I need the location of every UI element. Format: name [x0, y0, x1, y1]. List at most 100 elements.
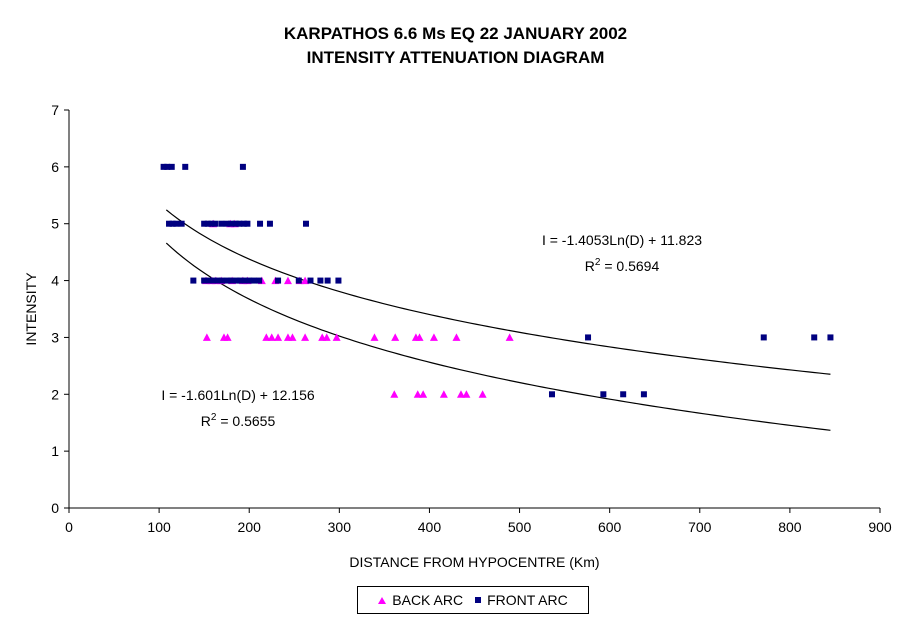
- front-arc-point: [233, 277, 240, 284]
- front-arc-point: [620, 391, 627, 398]
- front-arc-point: [160, 163, 167, 170]
- back-arc-point: [202, 333, 211, 341]
- y-tick-label: 1: [51, 443, 59, 459]
- front-arc-point: [257, 220, 264, 227]
- y-tick-label: 5: [51, 216, 59, 232]
- back-arc-point: [223, 333, 232, 341]
- back-arc-point: [439, 390, 448, 398]
- back-arc-point: [419, 390, 428, 398]
- front-arc-point: [166, 220, 173, 227]
- chart-title: KARPATHOS 6.6 Ms EQ 22 JANUARY 2002: [283, 24, 628, 43]
- legend-item-back-arc: BACK ARC: [378, 592, 463, 608]
- front-arc-point: [211, 220, 218, 227]
- y-tick-label: 7: [51, 102, 59, 118]
- trendline-2: [165, 242, 831, 431]
- front-arc-point: [302, 220, 309, 227]
- front-arc-trend-equation: I = -1.4053Ln(D) + 11.823: [542, 232, 702, 248]
- back-arc-trend-r-squared: R2 = 0.5655: [201, 412, 276, 429]
- x-tick-label: 0: [65, 519, 73, 535]
- back-arc-point: [370, 333, 379, 341]
- x-tick-label: 700: [688, 519, 712, 535]
- back-arc-point: [332, 333, 341, 341]
- front-arc-point: [244, 220, 251, 227]
- x-tick-label: 500: [508, 519, 532, 535]
- x-tick-label: 600: [598, 519, 622, 535]
- front-arc-point: [256, 277, 263, 284]
- back-arc-point: [322, 333, 331, 341]
- back-arc-point: [456, 390, 465, 398]
- front-arc-point: [317, 277, 324, 284]
- back-arc-point: [267, 333, 276, 341]
- y-tick-label: 2: [51, 386, 59, 402]
- front-arc-point: [205, 277, 212, 284]
- front-arc-point: [178, 220, 185, 227]
- back-arc-point: [262, 333, 271, 341]
- y-tick-label: 6: [51, 159, 59, 175]
- front-arc-point: [168, 163, 175, 170]
- front-arc-point: [232, 220, 239, 227]
- front-arc-point: [250, 277, 257, 284]
- legend: BACK ARC FRONT ARC: [357, 586, 589, 614]
- x-tick-label: 400: [418, 519, 442, 535]
- front-arc-point: [173, 220, 180, 227]
- back-arc-point: [390, 390, 399, 398]
- triangle-marker-icon: [378, 596, 387, 604]
- front-arc-point: [827, 334, 834, 341]
- front-arc-point: [236, 220, 243, 227]
- front-arc-point: [201, 277, 208, 284]
- front-arc-point: [811, 334, 818, 341]
- front-arc-point: [164, 163, 171, 170]
- front-arc-point: [169, 220, 176, 227]
- front-arc-point: [640, 391, 647, 398]
- x-tick-label: 100: [147, 519, 171, 535]
- front-arc-point: [335, 277, 342, 284]
- front-arc-point: [240, 220, 247, 227]
- front-arc-trend-r-squared: R2 = 0.5694: [585, 257, 660, 274]
- front-arc-point: [324, 277, 331, 284]
- y-tick-label: 3: [51, 329, 59, 345]
- front-arc-point: [585, 334, 592, 341]
- front-arc-point: [307, 277, 314, 284]
- front-arc-point: [214, 277, 221, 284]
- front-arc-point: [228, 277, 235, 284]
- y-tick-label: 0: [51, 500, 59, 516]
- x-tick-label: 900: [868, 519, 892, 535]
- front-arc-point: [182, 163, 189, 170]
- back-arc-point: [462, 390, 471, 398]
- front-arc-point: [223, 220, 230, 227]
- back-arc-point: [274, 333, 283, 341]
- front-arc-point: [201, 220, 208, 227]
- back-arc-point: [413, 390, 422, 398]
- square-marker-icon: [475, 597, 482, 603]
- legend-item-front-arc: FRONT ARC: [475, 592, 568, 608]
- back-arc-point: [288, 333, 297, 341]
- front-arc-point: [219, 277, 226, 284]
- front-arc-point: [204, 220, 211, 227]
- back-arc-point: [301, 276, 310, 285]
- back-arc-trend-equation: I = -1.601Ln(D) + 12.156: [161, 387, 315, 403]
- back-arc-point: [301, 333, 310, 341]
- back-arc-point: [452, 333, 461, 341]
- front-arc-point: [275, 277, 282, 284]
- x-tick-label: 300: [328, 519, 352, 535]
- x-tick-label: 800: [778, 519, 802, 535]
- x-axis-title: DISTANCE FROM HYPOCENTRE (Km): [349, 554, 599, 570]
- front-arc-point: [237, 277, 244, 284]
- back-arc-point: [391, 333, 400, 341]
- front-arc-point: [208, 220, 215, 227]
- legend-label-front-arc: FRONT ARC: [487, 592, 568, 608]
- back-arc-point: [415, 333, 424, 341]
- y-tick-label: 4: [51, 273, 59, 289]
- chart-subtitle: INTENSITY ATTENUATION DIAGRAM: [306, 48, 605, 67]
- x-tick-label: 200: [238, 519, 262, 535]
- front-arc-point: [241, 277, 248, 284]
- front-arc-point: [224, 277, 231, 284]
- back-arc-point: [505, 333, 514, 341]
- back-arc-point: [283, 276, 292, 285]
- front-arc-point: [246, 277, 253, 284]
- front-arc-point: [190, 277, 197, 284]
- front-arc-point: [295, 277, 302, 284]
- back-arc-point: [478, 390, 487, 398]
- front-arc-point: [210, 277, 217, 284]
